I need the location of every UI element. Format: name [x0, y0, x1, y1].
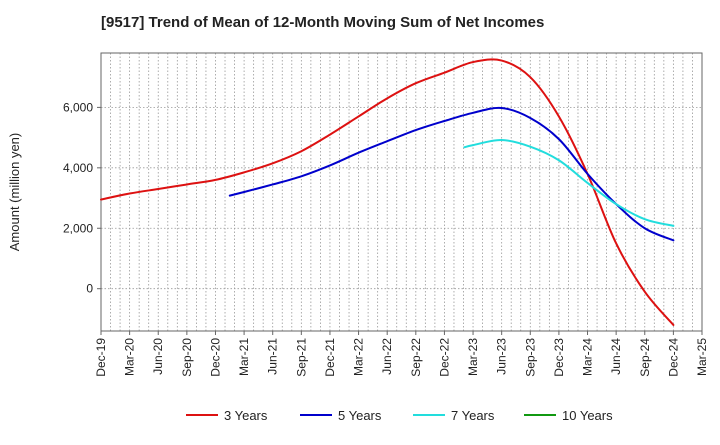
legend-label-5-years: 5 Years [338, 408, 382, 423]
y-tick-label: 2,000 [63, 221, 93, 235]
y-tick-label: 6,000 [63, 100, 93, 114]
x-tick-label: Mar-22 [352, 338, 366, 376]
series-line-7-years [463, 139, 675, 227]
legend-label-10-years: 10 Years [562, 408, 613, 423]
x-tick-label: Sep-24 [638, 338, 652, 377]
x-tick-label: Mar-20 [123, 338, 137, 376]
x-tick-label: Jun-23 [495, 338, 509, 375]
x-tick-label: Mar-21 [237, 338, 251, 376]
x-tick-label: Sep-23 [523, 338, 537, 377]
x-tick-label: Jun-20 [151, 338, 165, 375]
x-tick-label: Dec-19 [94, 338, 108, 377]
x-tick-label: Dec-23 [552, 338, 566, 377]
x-tick-label: Mar-23 [466, 338, 480, 376]
plot-border [100, 52, 703, 332]
x-tick-label: Jun-21 [266, 338, 280, 375]
series-line-5-years [228, 106, 675, 242]
y-tick-label: 4,000 [63, 161, 93, 175]
x-tick-label: Mar-24 [581, 338, 595, 376]
x-tick-label: Mar-25 [695, 338, 709, 376]
x-tick-label: Sep-22 [409, 338, 423, 377]
y-axis-label: Amount (million yen) [7, 133, 22, 252]
plot-area [101, 53, 702, 331]
chart-title: [9517] Trend of Mean of 12-Month Moving … [101, 14, 545, 31]
x-tick-label: Sep-21 [294, 338, 308, 377]
x-tick-label: Jun-22 [380, 338, 394, 375]
series-line-3-years [100, 58, 675, 326]
legend-label-3-years: 3 Years [224, 408, 268, 423]
x-tick-label: Dec-24 [666, 338, 680, 377]
x-tick-label: Dec-21 [323, 338, 337, 377]
x-tick-label: Dec-20 [208, 338, 222, 377]
x-tick-label: Jun-24 [609, 338, 623, 375]
y-tick-label: 0 [86, 282, 93, 296]
x-tick-label: Sep-20 [180, 338, 194, 377]
x-tick-label: Dec-22 [437, 338, 451, 377]
legend-label-7-years: 7 Years [451, 408, 495, 423]
